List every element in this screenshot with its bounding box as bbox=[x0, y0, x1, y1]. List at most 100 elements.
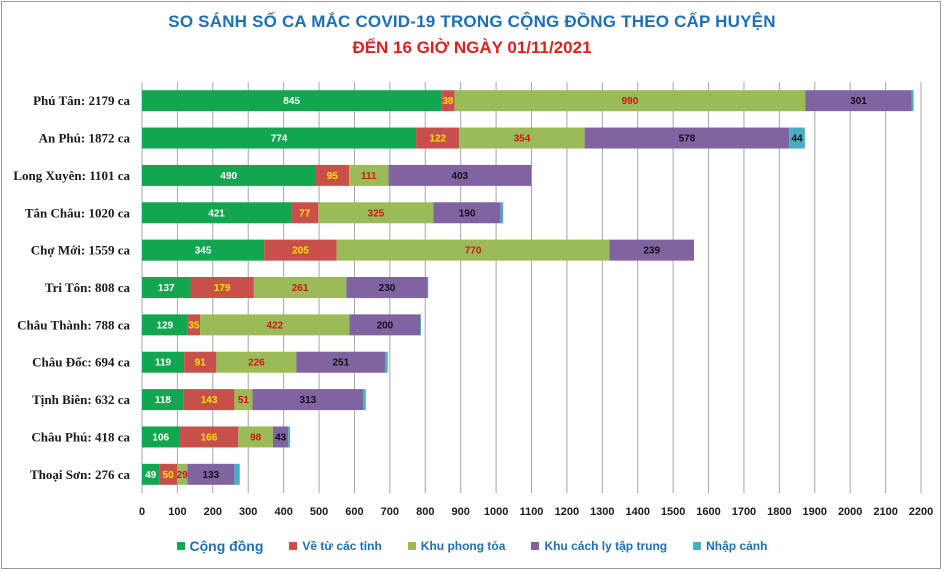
x-tick-label: 0 bbox=[139, 506, 145, 518]
legend-label: Khu phong tỏa bbox=[420, 539, 506, 553]
chart-subtitle: ĐẾN 16 GIỜ NGÀY 01/11/2021 bbox=[352, 38, 592, 57]
data-label: 133 bbox=[203, 470, 220, 481]
data-label: 143 bbox=[201, 395, 218, 406]
legend-label: Khu cách ly tập trung bbox=[544, 539, 668, 553]
data-label: 129 bbox=[156, 320, 173, 331]
legend-swatch bbox=[693, 542, 702, 550]
data-label: 226 bbox=[248, 358, 265, 369]
bar-segment bbox=[346, 277, 428, 298]
bar-segment bbox=[190, 277, 254, 298]
bar-segment bbox=[584, 127, 790, 149]
x-tick-label: 1200 bbox=[555, 506, 579, 518]
legend-item: Về từ các tỉnh bbox=[289, 538, 382, 554]
bar-segment bbox=[183, 389, 235, 411]
data-label: 313 bbox=[300, 395, 317, 406]
bar-segment bbox=[416, 127, 460, 149]
bar-segment bbox=[234, 389, 253, 411]
bar-segment bbox=[318, 202, 434, 224]
bar-segment bbox=[336, 239, 610, 261]
legend-item: Nhập cảnh bbox=[693, 538, 767, 554]
data-label: 106 bbox=[152, 432, 169, 443]
bar-segment bbox=[459, 127, 585, 149]
bar-segment bbox=[288, 426, 291, 448]
bar-segment bbox=[238, 426, 274, 448]
data-label: 230 bbox=[379, 283, 396, 294]
data-label: 261 bbox=[292, 283, 309, 294]
bar-segment bbox=[142, 277, 191, 298]
bar-segment bbox=[159, 463, 178, 485]
bar-segment bbox=[296, 351, 386, 373]
data-label: 29 bbox=[177, 470, 189, 481]
bar-segment bbox=[187, 314, 201, 336]
bar-segment bbox=[234, 463, 240, 485]
data-label: 91 bbox=[195, 358, 207, 369]
legend: Cộng đồng Về từ các tỉnh Khu phong tỏa Khu … bbox=[0, 538, 944, 554]
data-label: 35 bbox=[188, 320, 200, 331]
bar-segment bbox=[349, 314, 421, 336]
bar-segment bbox=[142, 127, 417, 149]
legend-label: Nhập cảnh bbox=[706, 539, 768, 553]
data-label: 43 bbox=[275, 432, 287, 443]
x-tick-label: 2100 bbox=[873, 506, 897, 518]
legend-swatch bbox=[289, 542, 298, 550]
category-label: Châu Phú: 418 ca bbox=[31, 429, 130, 444]
legend-swatch bbox=[407, 542, 416, 550]
x-tick-label: 2200 bbox=[909, 506, 933, 518]
x-tick-label: 700 bbox=[381, 506, 399, 518]
bar-segment bbox=[264, 239, 337, 261]
data-label: 119 bbox=[155, 358, 172, 369]
category-label: Tri Tôn: 808 ca bbox=[45, 280, 131, 295]
data-label: 179 bbox=[214, 283, 231, 294]
data-label: 251 bbox=[332, 358, 349, 369]
bar-segment bbox=[142, 164, 316, 186]
data-label: 490 bbox=[220, 171, 237, 182]
bar-segment bbox=[805, 90, 912, 112]
x-tick-label: 1800 bbox=[767, 506, 791, 518]
data-label: 578 bbox=[679, 134, 696, 145]
category-label: Châu Đốc: 694 ca bbox=[32, 355, 130, 370]
bar-segment bbox=[388, 164, 532, 186]
x-tick-label: 1700 bbox=[732, 506, 756, 518]
data-label: 98 bbox=[250, 432, 262, 443]
data-label: 239 bbox=[643, 246, 660, 257]
data-label: 118 bbox=[155, 395, 172, 406]
x-tick-label: 600 bbox=[345, 506, 363, 518]
x-tick-label: 2000 bbox=[838, 506, 862, 518]
data-label: 345 bbox=[195, 246, 212, 257]
legend-item: Cộng đồng bbox=[176, 538, 264, 554]
data-label: 200 bbox=[377, 320, 394, 331]
x-tick-label: 1600 bbox=[696, 506, 720, 518]
bar-segment bbox=[142, 351, 185, 373]
bar-segment bbox=[177, 463, 188, 485]
category-label: Long Xuyên: 1101 ca bbox=[13, 168, 130, 183]
x-tick-label: 400 bbox=[274, 506, 292, 518]
data-label: 51 bbox=[238, 395, 250, 406]
data-label: 205 bbox=[292, 246, 309, 257]
bar-segment bbox=[200, 314, 350, 336]
data-label: 422 bbox=[266, 320, 283, 331]
category-label: Tân Châu: 1020 ca bbox=[25, 205, 131, 220]
data-label: 95 bbox=[327, 171, 339, 182]
bar-segment bbox=[315, 164, 350, 186]
legend-swatch bbox=[176, 542, 185, 550]
chart-title: SO SÁNH SỐ CA MẮC COVID-19 TRONG CỘNG ĐỒ… bbox=[168, 12, 776, 31]
bar-segment bbox=[911, 90, 914, 112]
data-label: 49 bbox=[145, 470, 157, 481]
data-label: 111 bbox=[361, 171, 377, 182]
x-tick-label: 900 bbox=[452, 506, 470, 518]
legend-label: Cộng đồng bbox=[189, 538, 264, 554]
x-tick-label: 800 bbox=[416, 506, 434, 518]
bar-segment bbox=[420, 314, 422, 336]
bar-segment bbox=[142, 389, 184, 411]
bar-segment bbox=[789, 127, 805, 149]
data-label: 190 bbox=[459, 208, 476, 219]
bar-segment bbox=[252, 389, 364, 411]
legend-label: Về từ các tỉnh bbox=[302, 539, 382, 553]
data-label: 50 bbox=[163, 470, 175, 481]
bar-segment bbox=[187, 463, 235, 485]
x-tick-label: 200 bbox=[204, 506, 222, 518]
data-label: 770 bbox=[465, 246, 482, 257]
x-tick-label: 100 bbox=[168, 506, 186, 518]
